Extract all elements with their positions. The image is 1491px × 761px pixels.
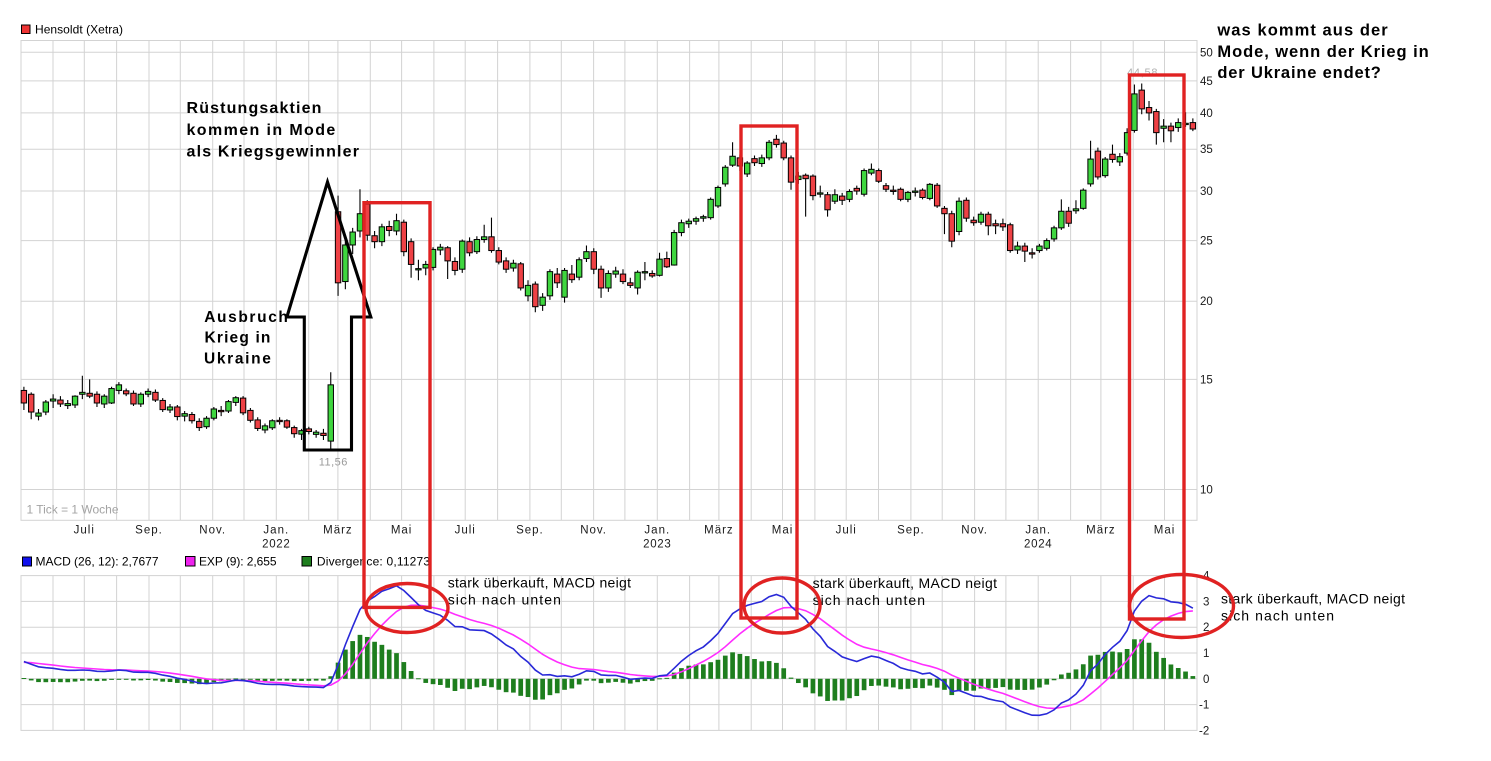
svg-text:10: 10 (1200, 485, 1213, 497)
svg-text:Mai: Mai (772, 525, 794, 537)
svg-text:2: 2 (1203, 622, 1209, 634)
svg-text:März: März (323, 525, 353, 537)
svg-text:2022: 2022 (262, 539, 290, 551)
svg-text:45: 45 (1200, 76, 1213, 88)
svg-text:März: März (1086, 525, 1116, 537)
svg-text:Juli: Juli (836, 525, 857, 537)
svg-text:kommen in Mode: kommen in Mode (187, 122, 336, 139)
svg-text:stark überkauft, MACD neigt: stark überkauft, MACD neigt (448, 575, 631, 591)
svg-text:20: 20 (1200, 296, 1213, 308)
svg-text:Sep.: Sep. (135, 525, 163, 537)
svg-text:Krieg in: Krieg in (205, 330, 271, 347)
svg-text:Sep.: Sep. (516, 525, 544, 537)
svg-text:44,58: 44,58 (1127, 67, 1158, 79)
svg-text:Ausbruch: Ausbruch (204, 309, 288, 326)
svg-text:Mode, wenn der Krieg in: Mode, wenn der Krieg in (1217, 43, 1428, 61)
svg-text:Nov.: Nov. (199, 525, 226, 537)
svg-text:1: 1 (1203, 648, 1209, 660)
svg-text:Ukraine: Ukraine (204, 350, 271, 367)
svg-text:sich nach unten: sich nach unten (448, 592, 561, 608)
svg-text:stark überkauft, MACD neigt: stark überkauft, MACD neigt (813, 575, 998, 591)
svg-text:25: 25 (1200, 236, 1213, 248)
svg-text:Nov.: Nov. (961, 525, 988, 537)
svg-text:Jan.: Jan. (644, 525, 670, 537)
svg-text:0: 0 (1203, 674, 1209, 686)
svg-text:-1: -1 (1199, 700, 1209, 712)
svg-text:40: 40 (1200, 108, 1213, 120)
svg-text:Divergence: 0,11273: Divergence: 0,11273 (317, 555, 431, 569)
svg-text:Juli: Juli (455, 525, 476, 537)
svg-text:15: 15 (1200, 374, 1213, 386)
svg-text:März: März (704, 525, 734, 537)
svg-text:Mai: Mai (1154, 525, 1176, 537)
svg-text:EXP (9): 2,655: EXP (9): 2,655 (199, 555, 277, 569)
svg-text:Hensoldt (Xetra): Hensoldt (Xetra) (35, 23, 123, 37)
svg-text:Sep.: Sep. (897, 525, 925, 537)
svg-text:MACD (26, 12): 2,7677: MACD (26, 12): 2,7677 (36, 555, 159, 569)
svg-text:sich nach unten: sich nach unten (813, 592, 925, 608)
svg-text:-2: -2 (1199, 725, 1209, 737)
svg-text:50: 50 (1200, 47, 1213, 59)
svg-text:als Kriegsgewinnler: als Kriegsgewinnler (187, 144, 360, 161)
svg-text:Juli: Juli (74, 525, 95, 537)
svg-text:der Ukraine endet?: der Ukraine endet? (1217, 64, 1381, 82)
svg-text:stark überkauft, MACD neigt: stark überkauft, MACD neigt (1221, 591, 1405, 607)
svg-text:Rüstungsaktien: Rüstungsaktien (187, 100, 322, 117)
svg-text:3: 3 (1203, 596, 1209, 608)
svg-text:Jan.: Jan. (1025, 525, 1051, 537)
svg-text:Nov.: Nov. (580, 525, 607, 537)
svg-text:1 Tick = 1 Woche: 1 Tick = 1 Woche (27, 503, 119, 517)
svg-text:sich nach unten: sich nach unten (1221, 608, 1334, 624)
svg-text:2023: 2023 (643, 539, 671, 551)
svg-text:35: 35 (1200, 144, 1213, 156)
svg-text:Jan.: Jan. (263, 525, 289, 537)
svg-text:2024: 2024 (1024, 539, 1052, 551)
svg-text:was kommt aus der: was kommt aus der (1216, 22, 1388, 40)
svg-text:Mai: Mai (391, 525, 413, 537)
svg-text:30: 30 (1200, 186, 1213, 198)
svg-text:11,56: 11,56 (319, 457, 348, 469)
